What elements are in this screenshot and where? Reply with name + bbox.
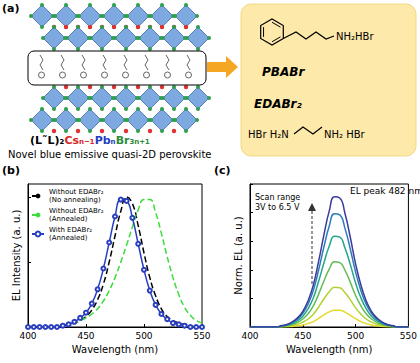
svg-text:Without EDABr₂: Without EDABr₂: [49, 207, 104, 215]
svg-text:HBr H₂N: HBr H₂N: [248, 129, 289, 140]
svg-text:(Annealed): (Annealed): [49, 215, 88, 223]
svg-text:400: 400: [19, 331, 36, 341]
svg-text:Without EDABr₂: Without EDABr₂: [49, 188, 104, 196]
svg-text:(a): (a): [2, 2, 19, 15]
svg-text:EL Intensity (a. u.): EL Intensity (a. u.): [11, 210, 22, 302]
svg-text:500: 500: [135, 331, 152, 341]
svg-text:PBABr: PBABr: [262, 65, 305, 79]
svg-text:3V to 6.5 V: 3V to 6.5 V: [255, 203, 300, 212]
svg-text:450: 450: [294, 331, 311, 341]
svg-text:(L˜L)₂Csₙ₋₁PbₙBr₃ₙ₊₁: (L˜L)₂Csₙ₋₁PbₙBr₃ₙ₊₁: [30, 134, 150, 147]
svg-text:NH₂ HBr: NH₂ HBr: [324, 129, 366, 140]
svg-text:550: 550: [400, 331, 417, 341]
svg-text:450: 450: [77, 331, 94, 341]
svg-text:Wavelength (nm): Wavelength (nm): [72, 344, 158, 355]
svg-text:With EDABr₂: With EDABr₂: [49, 226, 92, 234]
svg-text:(c): (c): [214, 164, 231, 177]
svg-text:(b): (b): [2, 164, 20, 177]
svg-text:(Annealed): (Annealed): [49, 234, 88, 242]
svg-text:(No annealing): (No annealing): [49, 196, 101, 204]
svg-text:EDABr₂: EDABr₂: [254, 97, 303, 111]
svg-text:400: 400: [241, 331, 258, 341]
svg-text:Scan range: Scan range: [255, 193, 300, 202]
svg-text:Novel blue emissive quasi-2D p: Novel blue emissive quasi-2D perovskite: [8, 149, 211, 160]
svg-text:EL peak 482 nm: EL peak 482 nm: [350, 186, 420, 196]
svg-text:Wavelength (nm): Wavelength (nm): [286, 344, 372, 355]
svg-text:NH₂HBr: NH₂HBr: [336, 31, 374, 42]
svg-text:550: 550: [193, 331, 210, 341]
svg-text:Norm. EL (a. u.): Norm. EL (a. u.): [233, 216, 244, 295]
svg-text:500: 500: [347, 331, 364, 341]
